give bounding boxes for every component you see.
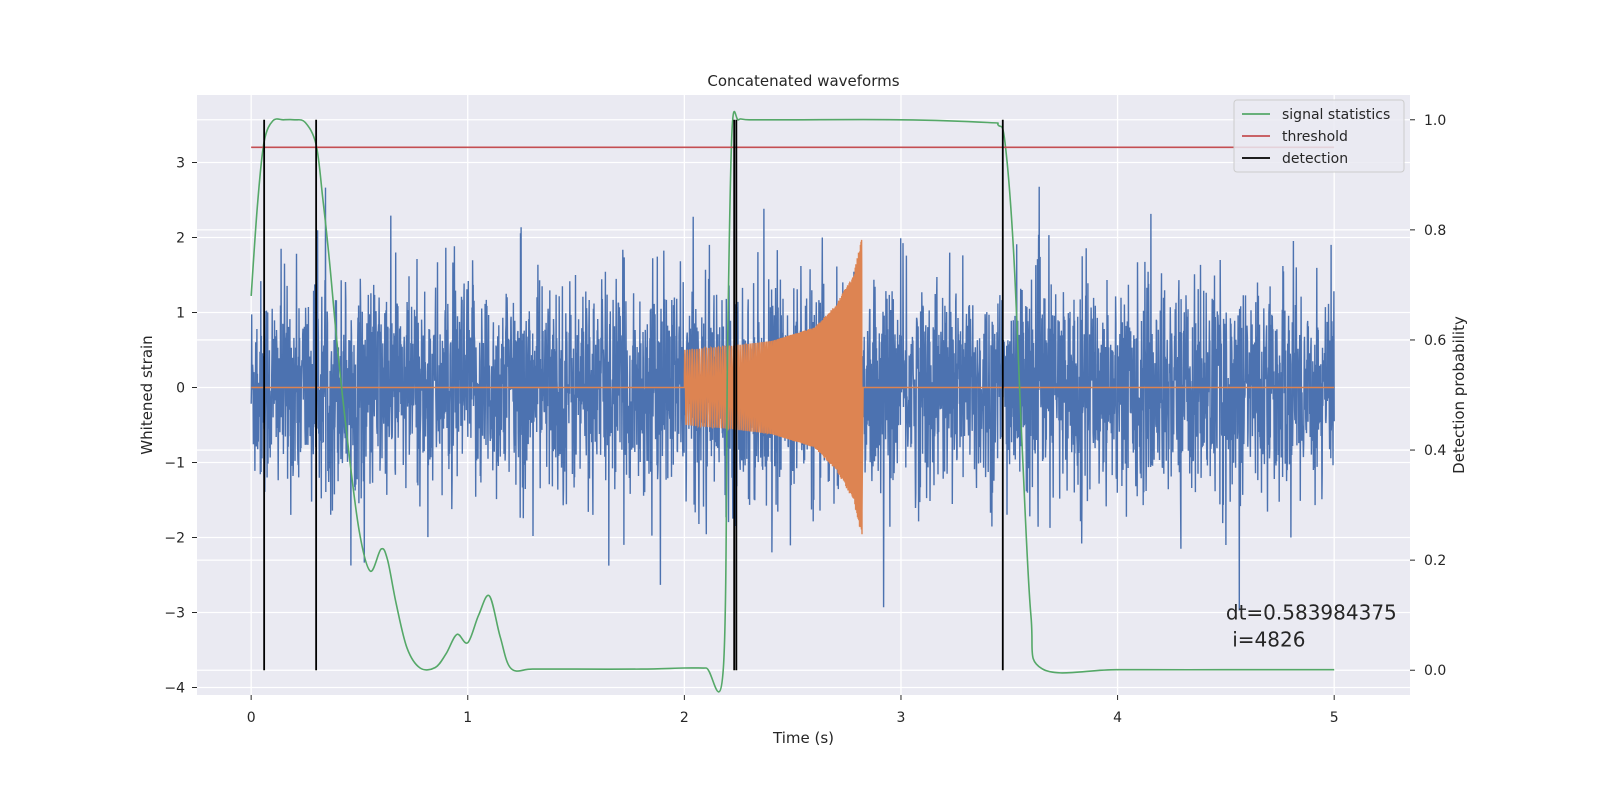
chart-title: Concatenated waveforms xyxy=(707,72,899,90)
y2-tick-label: 0.8 xyxy=(1424,223,1446,239)
strain-noise-series xyxy=(250,186,1335,611)
legend-entry: threshold xyxy=(1282,129,1348,145)
x-tick-label: 2 xyxy=(680,710,689,726)
y2-tick-label: 0.6 xyxy=(1424,333,1446,349)
x-axis-label: Time (s) xyxy=(772,729,834,747)
y-tick-label: 0 xyxy=(176,381,185,397)
y-tick-label: −1 xyxy=(164,456,185,472)
y-axis-label: Whitened strain xyxy=(138,335,156,454)
ticks: 0 1 2 3 4 5 −4 −3 −2 −1 0 1 2 3 0.0 0.2 0.4 0.6 0.8 1.0 xyxy=(164,113,1446,726)
y-tick-label: 2 xyxy=(176,231,185,247)
y2-axis-label: Detection probability xyxy=(1450,316,1468,474)
chirp-signal-series xyxy=(251,239,1335,535)
x-tick-label: 3 xyxy=(897,710,906,726)
legend-entry: signal statistics xyxy=(1282,107,1390,123)
x-tick-label: 5 xyxy=(1330,710,1339,726)
x-tick-label: 0 xyxy=(247,710,256,726)
y2-tick-label: 1.0 xyxy=(1424,113,1446,129)
y-tick-label: 1 xyxy=(176,306,185,322)
y2-tick-label: 0.4 xyxy=(1424,443,1446,459)
legend-box xyxy=(1233,99,1405,173)
signal-statistics-series xyxy=(250,110,1335,693)
x-tick-label: 1 xyxy=(463,710,472,726)
y-tick-label: −3 xyxy=(164,606,185,622)
y2-tick-label: 0.0 xyxy=(1424,663,1446,679)
y-tick-label: −4 xyxy=(164,681,185,697)
y-tick-label: 3 xyxy=(176,156,185,172)
legend: signal statistics threshold detection xyxy=(1233,99,1405,173)
legend-entry: detection xyxy=(1282,151,1348,167)
plot-marks xyxy=(250,110,1335,693)
annotation-index: i=4826 xyxy=(1226,628,1306,652)
x-tick-label: 4 xyxy=(1113,710,1122,726)
annotation-dt: dt=0.583984375 xyxy=(1226,601,1397,625)
y2-tick-label: 0.2 xyxy=(1424,553,1446,569)
annotation: dt=0.583984375 i=4826 xyxy=(1226,601,1403,652)
y-tick-label: −2 xyxy=(164,531,185,547)
